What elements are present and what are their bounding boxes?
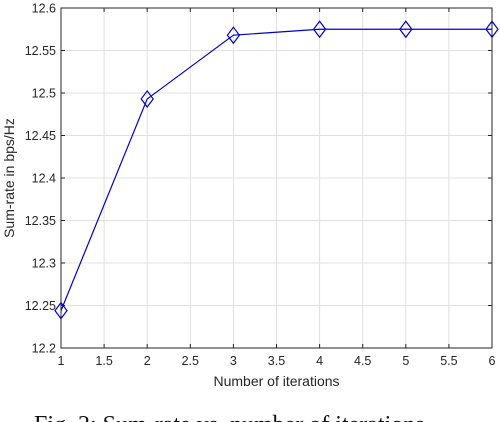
series-layer bbox=[54, 20, 499, 320]
data-point-marker bbox=[485, 20, 499, 39]
x-tick-label: 4.5 bbox=[354, 354, 371, 368]
x-tick-label: 2 bbox=[144, 354, 151, 368]
y-tick-label: 12.45 bbox=[25, 129, 56, 143]
data-point-marker bbox=[226, 26, 241, 45]
data-point-marker bbox=[140, 89, 154, 108]
y-tick-label: 12.2 bbox=[32, 342, 56, 356]
tick-marks bbox=[60, 7, 493, 349]
x-tick-label: 1 bbox=[58, 354, 65, 368]
x-tick-label: 4 bbox=[316, 354, 323, 368]
figure-caption: Fig. 2: Sum-rate vs. number of iteration… bbox=[34, 412, 425, 422]
y-tick-label: 12.3 bbox=[32, 257, 56, 271]
grid bbox=[60, 7, 493, 349]
x-tick-label: 2.5 bbox=[182, 354, 199, 368]
x-tick-label: 3.5 bbox=[268, 354, 285, 368]
x-tick-label: 3 bbox=[230, 354, 237, 368]
data-point-marker bbox=[54, 301, 68, 320]
x-tick-label: 5 bbox=[402, 354, 409, 368]
y-tick-label: 12.4 bbox=[32, 172, 56, 186]
y-tick-labels: 12.2 12.25 12.3 12.35 12.4 12.45 12.5 12.55 12.6 bbox=[25, 2, 56, 356]
data-point-marker bbox=[312, 20, 327, 39]
y-axis-label: Sum-rate in bps/Hz bbox=[1, 118, 17, 238]
x-tick-label: 5.5 bbox=[440, 354, 457, 368]
x-tick-label: 1.5 bbox=[95, 354, 112, 368]
x-tick-labels: 1 1.5 2 2.5 3 3.5 4 4.5 5 5.5 6 bbox=[58, 354, 496, 368]
x-axis-label: Number of iterations bbox=[213, 373, 339, 389]
y-tick-label: 12.5 bbox=[32, 87, 56, 101]
y-tick-label: 12.6 bbox=[32, 2, 56, 16]
x-tick-label: 6 bbox=[489, 354, 496, 368]
series-line bbox=[60, 28, 492, 311]
y-tick-label: 12.35 bbox=[25, 214, 56, 228]
y-tick-label: 12.25 bbox=[25, 299, 56, 313]
y-tick-label: 12.55 bbox=[25, 44, 56, 58]
data-point-marker bbox=[399, 20, 413, 39]
